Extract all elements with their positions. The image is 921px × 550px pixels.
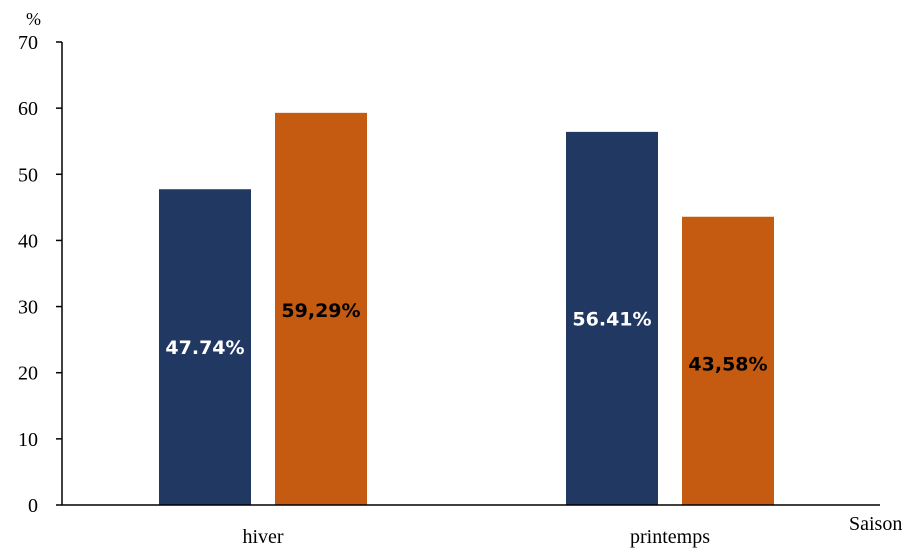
y-axis-label: % (26, 9, 41, 29)
x-axis-categories: hiver printemps (242, 526, 710, 548)
y-axis-ticks: 0 10 20 30 40 50 60 70 (18, 32, 62, 517)
y-tick-label: 40 (18, 230, 38, 252)
bar-labels: 47.74% 59,29% 56.41% 43,58% (165, 300, 767, 376)
bar-data-label: 59,29% (281, 300, 360, 322)
x-axis-label: Saison (849, 513, 902, 535)
bar-data-label: 43,58% (688, 354, 767, 376)
y-tick-label: 0 (28, 495, 38, 517)
bar-printemps-series-1 (566, 131, 658, 506)
bar-hiver-series-2 (275, 112, 367, 506)
y-tick-label: 10 (18, 429, 38, 451)
y-tick-label: 30 (18, 297, 38, 319)
bars (159, 112, 774, 506)
x-category-label: hiver (242, 526, 283, 548)
y-tick-label: 50 (18, 164, 38, 186)
y-tick-label: 60 (18, 98, 38, 120)
x-category-label: printemps (630, 526, 710, 548)
y-tick-label: 20 (18, 363, 38, 385)
bar-data-label: 56.41% (572, 308, 651, 330)
bar-printemps-series-2 (682, 216, 774, 505)
y-tick-label: 70 (18, 32, 38, 54)
bar-hiver-series-1 (159, 189, 251, 505)
bar-data-label: 47.74% (165, 337, 244, 359)
